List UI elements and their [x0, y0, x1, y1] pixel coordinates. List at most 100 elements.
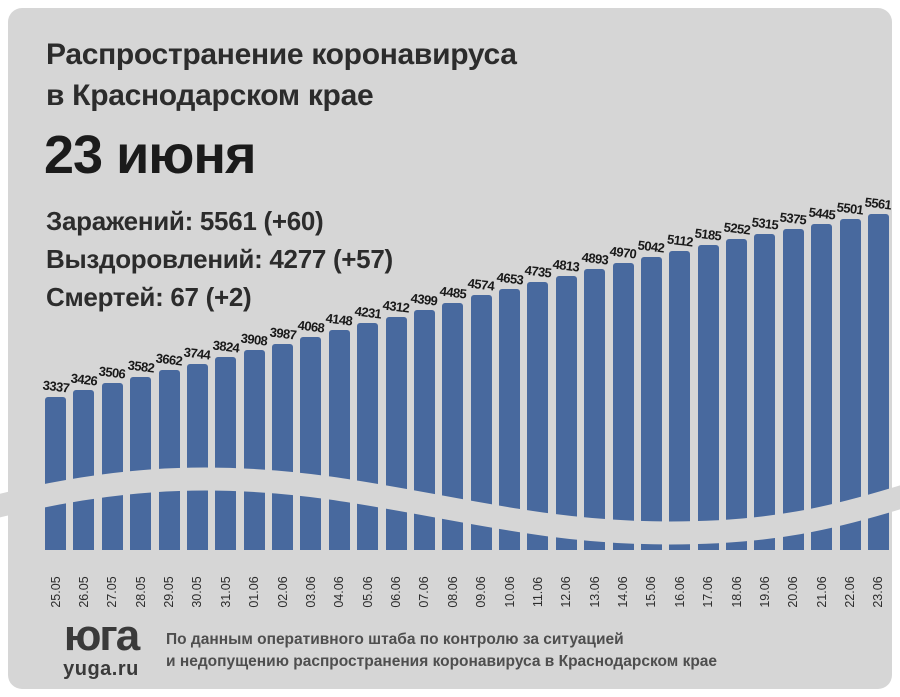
- x-axis-cell: 07.06: [414, 571, 435, 613]
- x-axis-cell: 02.06: [272, 571, 293, 613]
- bar-value-label: 4735: [523, 262, 552, 281]
- bar: 5185: [694, 225, 722, 550]
- bar-value-label: 5185: [694, 225, 723, 244]
- x-axis-label: 12.06: [559, 576, 574, 608]
- bar-value-label: 5315: [750, 214, 779, 233]
- bar: 3582: [127, 357, 155, 550]
- x-axis-label: 20.06: [786, 576, 801, 608]
- x-axis-cell: 14.06: [613, 571, 634, 613]
- x-axis-label: 25.05: [48, 576, 63, 608]
- bar-value-label: 4653: [495, 269, 524, 288]
- bar: 4574: [467, 276, 495, 550]
- infographic-card: Распространение коронавируса в Краснодар…: [8, 8, 892, 689]
- x-axis-label: 10.06: [502, 576, 517, 608]
- x-axis-label: 05.06: [360, 576, 375, 608]
- x-axis-cell: 03.06: [300, 571, 321, 613]
- x-axis-label: 19.06: [757, 576, 772, 608]
- x-axis-label: 29.05: [162, 576, 176, 608]
- bar: 4485: [439, 283, 467, 550]
- stat-infections: Заражений: 5561 (+60): [46, 206, 324, 236]
- source-attribution: По данным оперативного штаба по контролю…: [166, 629, 717, 673]
- x-axis-cell: 22.06: [840, 571, 861, 613]
- bar: 5445: [808, 204, 836, 550]
- bar-value-label: 3337: [41, 377, 70, 396]
- x-axis-cell: 20.06: [783, 571, 804, 613]
- x-axis-label: 04.06: [332, 576, 347, 608]
- x-axis-label: 13.06: [587, 576, 602, 608]
- bar-value-label: 4485: [438, 282, 467, 302]
- x-axis-cell: 04.06: [329, 571, 350, 613]
- bar: 3337: [41, 377, 70, 550]
- x-axis-cell: 01.06: [244, 571, 265, 613]
- x-axis-cell: 08.06: [442, 571, 463, 613]
- x-axis-cell: 15.06: [641, 571, 662, 613]
- x-axis-cell: 05.06: [357, 571, 378, 613]
- bar: 5501: [836, 199, 864, 550]
- bar: 5375: [779, 210, 807, 550]
- x-axis-cell: 19.06: [754, 571, 775, 613]
- bar: 5315: [751, 215, 779, 550]
- bar-value-label: 5561: [864, 194, 893, 213]
- x-axis-label: 18.06: [729, 576, 744, 608]
- x-axis-cell: 10.06: [499, 571, 520, 613]
- x-axis-label: 30.05: [190, 576, 205, 608]
- x-axis-label: 11.06: [530, 576, 545, 608]
- source-line2: и недопущению распространения коронавиру…: [166, 653, 718, 670]
- bar: 4068: [297, 317, 325, 550]
- bar: 3908: [240, 330, 268, 550]
- x-axis-cell: 09.06: [471, 571, 492, 613]
- x-axis-cell: 17.06: [698, 571, 719, 613]
- x-axis-label: 15.06: [644, 576, 659, 608]
- bar-value-label: 3744: [183, 343, 212, 363]
- x-axis-label: 02.06: [275, 576, 290, 608]
- logo-url: yuga.ru: [63, 658, 139, 680]
- x-axis-cell: 11.06: [527, 571, 548, 613]
- x-axis-label: 07.06: [417, 576, 432, 608]
- logo-yuga: юга yuga.ru: [38, 614, 164, 681]
- bar-value-label: 5501: [835, 199, 865, 218]
- x-axis-label: 06.06: [389, 576, 403, 608]
- x-axis: 25.05 26.05 27.05 28.05 29.05 30.05 31.05 01.06…: [45, 571, 889, 613]
- x-axis-cell: 16.06: [669, 571, 690, 613]
- bar: 4231: [354, 304, 382, 550]
- bar: 3744: [183, 344, 211, 550]
- bar-value-label: 3824: [211, 337, 240, 356]
- x-axis-cell: 26.05: [73, 571, 94, 613]
- x-axis-label: 21.06: [814, 576, 829, 608]
- x-axis-label: 14.06: [616, 576, 630, 608]
- x-axis-label: 01.06: [247, 576, 262, 608]
- x-axis-label: 26.05: [76, 576, 91, 608]
- bar: 4970: [609, 243, 637, 550]
- bar: 3987: [268, 324, 297, 550]
- stats-block: Заражений: 5561 (+60) Выздоровлений: 427…: [46, 202, 393, 316]
- x-axis-cell: 18.06: [726, 571, 747, 613]
- logo-wordmark: юга: [63, 611, 140, 660]
- x-axis-label: 23.06: [871, 576, 886, 608]
- x-axis-label: 22.06: [843, 576, 857, 608]
- stat-deaths: Смертей: 67 (+2): [46, 282, 252, 312]
- x-axis-cell: 06.06: [386, 571, 407, 613]
- x-axis-label: 27.05: [105, 576, 120, 608]
- bar: 3426: [70, 370, 98, 550]
- bar: 3506: [98, 364, 126, 550]
- bar-value-label: 4970: [608, 243, 638, 262]
- bar: 5112: [666, 231, 693, 550]
- bar-value-label: 3908: [240, 330, 269, 349]
- bar-value-label: 3987: [268, 323, 297, 343]
- stat-recoveries: Выздоровлений: 4277 (+57): [46, 244, 393, 274]
- bar-value-label: 4893: [580, 249, 609, 268]
- x-axis-cell: 29.05: [159, 571, 180, 613]
- bar-value-label: 4813: [552, 255, 581, 275]
- x-axis-cell: 13.06: [584, 571, 605, 613]
- x-axis-cell: 21.06: [811, 571, 832, 613]
- x-axis-label: 16.06: [672, 576, 687, 608]
- bar-value-label: 4574: [467, 275, 496, 294]
- bar-value-label: 4312: [381, 297, 411, 316]
- x-axis-cell: 25.05: [45, 571, 66, 613]
- bar: 4653: [495, 269, 524, 550]
- x-axis-label: 08.06: [445, 576, 460, 608]
- bar-value-label: 3582: [126, 357, 155, 376]
- bar-chart: 3337 3426 3506 3582 3662 3744 3824 3908 3987 4068…: [41, 194, 892, 550]
- bar: 5561: [864, 194, 892, 550]
